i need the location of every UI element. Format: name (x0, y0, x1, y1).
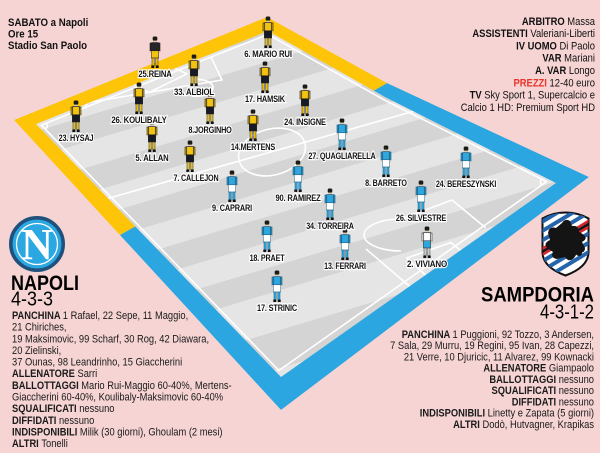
svg-text:SABATO a Napoli: SABATO a Napoli (8, 18, 88, 30)
svg-text:PANCHINA 1 Puggioni, 92 Tozzo,: PANCHINA 1 Puggioni, 92 Tozzo, 3 Anderse… (402, 329, 594, 341)
svg-text:Giaccherini 60-40%, Koulibaly-: Giaccherini 60-40%, Koulibaly-Maksimovic… (12, 392, 223, 404)
svg-text:DIFFIDATI nessuno: DIFFIDATI nessuno (12, 415, 95, 427)
svg-text:8.JORGINHO: 8.JORGINHO (188, 124, 232, 135)
svg-text:25.REINA: 25.REINA (138, 68, 172, 79)
svg-text:SQUALIFICATI nessuno: SQUALIFICATI nessuno (491, 385, 594, 397)
svg-text:A. VAR Longo: A. VAR Longo (535, 66, 595, 78)
svg-text:6. MARIO RUI: 6. MARIO RUI (244, 48, 292, 59)
svg-text:8. BARRETO: 8. BARRETO (365, 177, 407, 188)
svg-text:90. RAMIREZ: 90. RAMIREZ (275, 192, 321, 203)
svg-text:VAR Mariani: VAR Mariani (542, 53, 595, 65)
svg-text:PANCHINA 1 Rafael, 22 Sepe, 11: PANCHINA 1 Rafael, 22 Sepe, 11 Maggio, (12, 310, 188, 322)
svg-text:ALTRI Tonelli: ALTRI Tonelli (12, 438, 68, 450)
svg-text:IV UOMO Di Paolo: IV UOMO Di Paolo (516, 41, 595, 53)
svg-text:33. ALBIOL: 33. ALBIOL (174, 86, 215, 97)
svg-text:Stadio San Paolo: Stadio San Paolo (8, 41, 87, 53)
svg-text:ALLENATORE Sarri: ALLENATORE Sarri (12, 369, 97, 381)
svg-text:26. SILVESTRE: 26. SILVESTRE (396, 212, 446, 223)
svg-text:NAPOLI: NAPOLI (11, 272, 79, 295)
svg-text:7 Sala, 29 Murru, 19 Regini, 9: 7 Sala, 29 Murru, 19 Regini, 95 Ivan, 28… (390, 341, 594, 353)
svg-text:Ore 15: Ore 15 (8, 29, 38, 41)
svg-text:SAMPDORIA: SAMPDORIA (481, 284, 594, 307)
svg-text:21 Verre, 10 Djuricic, 11 Alva: 21 Verre, 10 Djuricic, 11 Alvarez, 99 Ko… (404, 352, 594, 364)
svg-text:4-3-1-2: 4-3-1-2 (540, 302, 594, 324)
svg-text:23. HYSAJ: 23. HYSAJ (59, 132, 94, 143)
svg-text:9. CAPRARI: 9. CAPRARI (212, 202, 252, 213)
svg-text:37 Ounas, 98 Leandrinho, 15 Gi: 37 Ounas, 98 Leandrinho, 15 Giaccherini (12, 357, 182, 369)
svg-text:21 Chiriches,: 21 Chiriches, (12, 322, 66, 334)
svg-text:Calcio 1 HD: Premium Sport HD: Calcio 1 HD: Premium Sport HD (461, 102, 595, 114)
svg-text:17. STRINIC: 17. STRINIC (257, 302, 298, 313)
svg-text:SQUALIFICATI nessuno: SQUALIFICATI nessuno (12, 403, 115, 415)
svg-text:ALTRI Dodò, Hutvagner, Krapika: ALTRI Dodò, Hutvagner, Krapikas (453, 419, 594, 431)
svg-text:34. TORREIRA: 34. TORREIRA (306, 220, 354, 231)
svg-text:ALLENATORE Giampaolo: ALLENATORE Giampaolo (483, 363, 594, 375)
svg-text:24. INSIGNE: 24. INSIGNE (284, 116, 326, 127)
svg-text:14.MERTENS: 14.MERTENS (231, 141, 275, 152)
svg-text:DIFFIDATI nessuno: DIFFIDATI nessuno (512, 397, 595, 409)
svg-text:7. CALLEJON: 7. CALLEJON (173, 172, 218, 183)
svg-text:24. BERESZYNSKI: 24. BERESZYNSKI (436, 178, 496, 189)
svg-text:PREZZI 12-40 euro: PREZZI 12-40 euro (513, 78, 595, 90)
svg-text:27. QUAGLIARELLA: 27. QUAGLIARELLA (308, 150, 376, 161)
svg-text:INDISPONIBILI Milik (30 giorni: INDISPONIBILI Milik (30 giorni), Ghoulam… (12, 427, 223, 439)
svg-text:ASSISTENTI Valeriani-Liberti: ASSISTENTI Valeriani-Liberti (472, 29, 595, 41)
svg-text:18. PRAET: 18. PRAET (250, 252, 286, 263)
svg-text:19 Maksimovic, 99 Scharf, 30 R: 19 Maksimovic, 99 Scharf, 30 Rog, 42 Dia… (12, 334, 209, 346)
svg-text:ARBITRO Massa: ARBITRO Massa (522, 16, 596, 28)
svg-text:BALLOTTAGGI nessuno: BALLOTTAGGI nessuno (489, 374, 594, 386)
svg-text:4-3-3: 4-3-3 (11, 289, 53, 311)
svg-text:BALLOTTAGGI Mario Rui-Maggio 6: BALLOTTAGGI Mario Rui-Maggio 60-40%, Mer… (12, 380, 232, 392)
svg-text:INDISPONIBILI Linetty e Zapata: INDISPONIBILI Linetty e Zapata (5 giorni… (420, 408, 594, 420)
svg-text:N: N (21, 220, 53, 269)
svg-text:2. VIVIANO: 2. VIVIANO (407, 258, 447, 269)
svg-text:TV Sky Sport 1, Supercalcio e: TV Sky Sport 1, Supercalcio e (470, 90, 596, 102)
svg-text:26. KOULIBALY: 26. KOULIBALY (111, 114, 167, 125)
svg-text:17. HAMSIK: 17. HAMSIK (245, 93, 286, 104)
svg-text:13. FERRARI: 13. FERRARI (324, 260, 366, 271)
svg-text:5. ALLAN: 5. ALLAN (135, 152, 168, 163)
svg-text:20 Zielinski,: 20 Zielinski, (12, 345, 61, 357)
